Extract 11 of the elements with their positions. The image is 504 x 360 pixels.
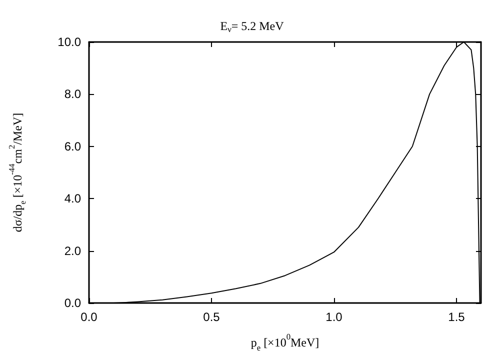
x-tick-label: 1.0 [326,310,343,324]
y-tick-label: 0.0 [64,296,82,310]
y-tick-label: 2.0 [64,244,82,258]
x-tick-label: 0.5 [203,310,220,324]
y-tick-label: 4.0 [64,192,82,206]
y-tick-label: 6.0 [64,139,82,154]
y-axis-title: dσ/dpe [×10-44cm2/MeV] [7,112,28,232]
x-tick-label: 1.5 [448,310,466,324]
y-tick-label: 8.0 [64,87,82,102]
x-tick-label: 0.0 [80,310,98,324]
y-tick-label: 10.0 [58,35,82,49]
